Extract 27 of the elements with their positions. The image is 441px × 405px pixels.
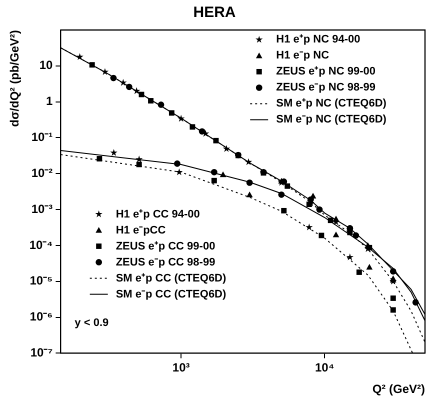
- legend-label: SM e⁻p CC (CTEQ6D): [116, 288, 226, 300]
- legend-label: H1 e⁻pCC: [116, 224, 166, 236]
- legend-label: SM e⁺p CC (CTEQ6D): [116, 272, 226, 284]
- y-tick-label: 10⁻²: [31, 166, 53, 180]
- y-tick-label: 10⁻⁷: [30, 346, 53, 360]
- chart-title: HERA: [193, 4, 236, 22]
- x-tick-label: 10³: [172, 360, 190, 375]
- legend-label: ZEUS e⁺p NC 99-00: [276, 66, 376, 78]
- y-tick-label: 10⁻¹: [31, 130, 53, 144]
- legend-label: SM e⁻p NC (CTEQ6D): [276, 114, 387, 126]
- legend-label: ZEUS e⁻p CC 98-99: [116, 256, 216, 268]
- x-axis-title: Q² (GeV²): [372, 382, 425, 396]
- y-tick-label: 10⁻⁵: [30, 274, 53, 288]
- legend-label: H1 e⁻p NC: [276, 50, 330, 62]
- legend-label: SM e⁺p NC (CTEQ6D): [276, 98, 387, 110]
- legend-label: H1 e⁺p CC 94-00: [116, 208, 200, 220]
- legend-label: ZEUS e⁺p CC 99-00: [116, 240, 216, 252]
- annotation: y < 0.9: [74, 317, 109, 330]
- y-tick-label: 10⁻³: [31, 202, 53, 216]
- y-axis-title: dσ/dQ² (pb/GeV²): [8, 30, 22, 127]
- y-tick-label: 1: [46, 94, 53, 108]
- legend-label: H1 e⁺p NC 94-00: [276, 34, 360, 46]
- x-tick-label: 10⁴: [315, 360, 334, 375]
- legend-label: ZEUS e⁻p NC 98-99: [276, 82, 376, 94]
- y-tick-label: 10⁻⁴: [29, 238, 53, 252]
- y-tick-label: 10⁻⁶: [30, 310, 53, 324]
- y-tick-label: 10: [39, 58, 53, 72]
